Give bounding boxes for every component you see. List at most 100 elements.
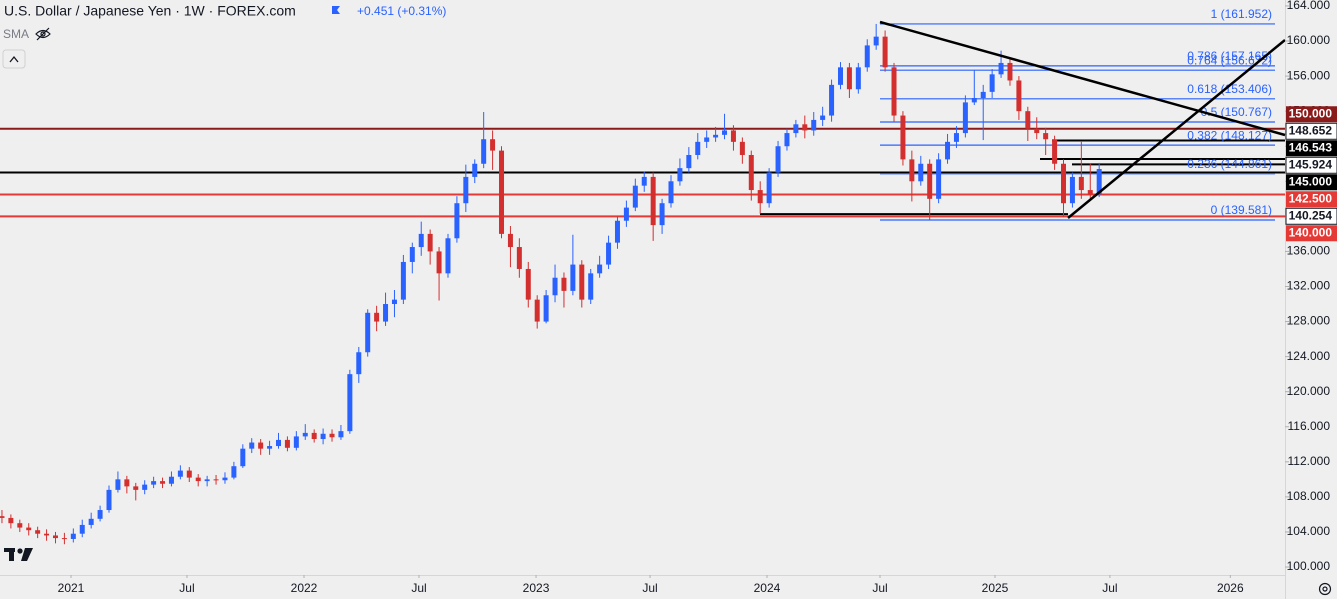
candle-body — [864, 45, 870, 68]
candle-body — [953, 133, 959, 142]
candle-body — [400, 261, 406, 300]
candle-body — [391, 299, 397, 305]
candle-body — [490, 139, 496, 151]
candle-body — [463, 176, 469, 204]
price-badge — [1286, 174, 1337, 191]
candle-body — [213, 479, 219, 481]
y-tick-label: 132.000 — [1287, 279, 1331, 293]
candle-body — [837, 67, 843, 85]
price-badge-label: 145.000 — [1289, 174, 1333, 188]
candle-body — [240, 448, 246, 467]
candle-body — [811, 119, 817, 131]
y-tick-label: 112.000 — [1288, 454, 1331, 468]
fib-label: 0.764 (156.672) — [1187, 53, 1272, 67]
price-badge — [1286, 191, 1337, 208]
indicator-label[interactable]: SMA — [3, 27, 29, 41]
candle-body — [258, 442, 264, 449]
y-tick-label: 160.000 — [1287, 33, 1331, 47]
x-tick-label: 2021 — [58, 581, 85, 595]
candle-body — [427, 233, 433, 252]
x-tick-label: Jul — [179, 581, 194, 595]
candle-body — [945, 141, 951, 160]
candle-body — [713, 134, 719, 138]
candle-body — [418, 233, 424, 248]
candle-body — [79, 524, 85, 534]
candle-body — [650, 176, 656, 226]
y-tick-label: 156.000 — [1287, 68, 1331, 82]
candle-body — [1043, 133, 1049, 140]
x-tick-label: 2025 — [982, 581, 1009, 595]
y-tick-label: 116.000 — [1288, 419, 1331, 433]
candle-body — [195, 477, 201, 482]
candle-body — [641, 176, 647, 186]
x-tick-label: Jul — [872, 581, 887, 595]
fib-label: 0.618 (153.406) — [1187, 82, 1272, 96]
candle-body — [846, 67, 852, 90]
y-tick-label: 120.000 — [1287, 384, 1331, 398]
candle-body — [748, 154, 754, 191]
candle-body — [231, 466, 237, 478]
flag-icon[interactable] — [332, 6, 340, 14]
fib-label: 1 (161.952) — [1211, 7, 1272, 21]
candle-body — [873, 36, 879, 46]
price-badge — [1286, 225, 1337, 242]
y-tick-label: 136.000 — [1287, 244, 1331, 258]
price-badge — [1285, 122, 1337, 140]
candle-body — [284, 439, 290, 448]
price-badge-label: 142.500 — [1289, 191, 1333, 205]
candle-body — [1025, 111, 1031, 129]
trendlines — [879, 20, 1286, 219]
candle-body — [70, 533, 76, 539]
collapse-button[interactable] — [2, 49, 26, 69]
candle-body — [365, 312, 371, 353]
candle-body — [695, 141, 701, 155]
candle-body — [249, 442, 255, 449]
candle-body — [829, 84, 835, 116]
candle-body — [17, 523, 23, 528]
fib-label: 0 (139.581) — [1211, 203, 1272, 217]
price-badge — [1285, 207, 1337, 225]
candle-body — [472, 163, 478, 177]
candle-body — [302, 432, 308, 437]
price-badge — [1286, 140, 1337, 157]
candle-body — [971, 98, 977, 103]
x-tick-label: 2022 — [291, 581, 318, 595]
candle-body — [1096, 169, 1102, 195]
candle-body — [186, 470, 192, 478]
candle-body — [1061, 163, 1067, 204]
candle-body — [26, 527, 32, 531]
x-tick-label: 2024 — [754, 581, 781, 595]
candle-body — [775, 146, 781, 173]
candle-body — [61, 538, 67, 540]
price-badge-label: 148.652 — [1289, 123, 1333, 137]
candle-body — [820, 115, 826, 120]
candle-body — [980, 91, 986, 99]
candle-body — [106, 489, 112, 511]
candle-body — [88, 518, 94, 525]
candle-body — [686, 154, 692, 169]
candle-body — [35, 530, 41, 534]
candle-body — [739, 141, 745, 155]
candle-body — [659, 203, 665, 226]
candle-body — [329, 433, 335, 438]
candle-body — [766, 172, 772, 204]
settings-icon[interactable] — [1318, 582, 1332, 596]
candle-body — [124, 479, 130, 487]
visibility-icon[interactable] — [35, 27, 51, 41]
y-tick-label: 104.000 — [1287, 524, 1331, 538]
candle-body — [704, 137, 710, 142]
candle-body — [8, 517, 14, 524]
candle-body — [222, 477, 228, 481]
candle-body — [275, 439, 281, 447]
x-tick-label: 2023 — [523, 581, 550, 595]
candle-body — [552, 277, 558, 296]
candle-body — [115, 479, 121, 490]
candle-body — [891, 67, 897, 116]
price-badge-label: 150.000 — [1289, 106, 1333, 120]
x-tick-label: Jul — [642, 581, 657, 595]
candle-body — [793, 124, 799, 134]
candle-body — [927, 163, 933, 199]
